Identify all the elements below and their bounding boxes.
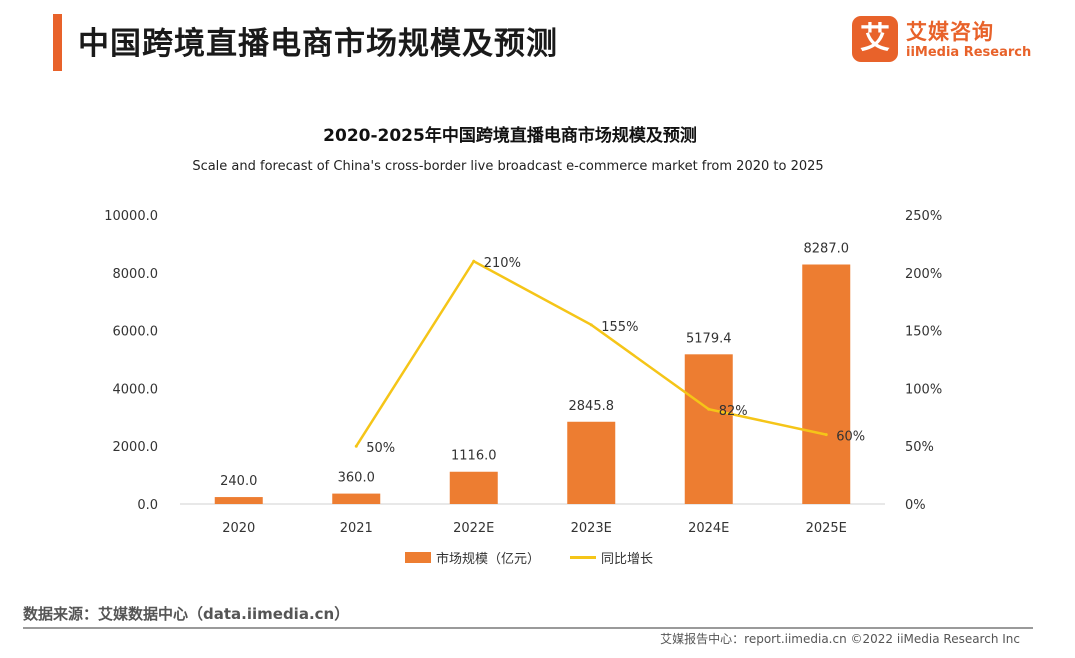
title-accent-bar bbox=[53, 14, 62, 71]
growth-point-2022E bbox=[472, 259, 476, 263]
bar-2024E bbox=[684, 354, 733, 504]
x-tick-label: 2020 bbox=[222, 521, 255, 536]
logo-subtitle: iiMedia Research bbox=[906, 45, 1032, 60]
y-left-tick-label: 10000.0 bbox=[104, 209, 158, 224]
bar-data-label: 240.0 bbox=[220, 474, 257, 489]
growth-data-label: 50% bbox=[366, 441, 395, 456]
footer-divider bbox=[23, 627, 1033, 629]
legend-swatch-line bbox=[570, 556, 597, 559]
x-tick-label: 2024E bbox=[688, 521, 729, 536]
data-source: 数据来源：艾媒数据中心（data.iimedia.cn） bbox=[23, 605, 350, 623]
y-right-tick-label: 200% bbox=[905, 267, 942, 282]
y-right-tick-label: 50% bbox=[905, 440, 934, 455]
line-series: 50% 210% 155% 82% 60% bbox=[354, 256, 865, 456]
bar-2022E bbox=[449, 471, 498, 504]
chart-subtitle: Scale and forecast of China's cross-bord… bbox=[192, 159, 823, 174]
bar-data-label: 1116.0 bbox=[451, 449, 497, 464]
x-tick-label: 2025E bbox=[806, 521, 847, 536]
y-right-tick-label: 0% bbox=[905, 498, 926, 513]
y-left-tick-label: 4000.0 bbox=[113, 382, 159, 397]
bar-data-label: 2845.8 bbox=[569, 399, 615, 414]
legend-label-yoy-growth: 同比增长 bbox=[601, 552, 654, 567]
growth-line bbox=[355, 259, 827, 447]
bar-series: 240.0 360.0 1116.0 2845.8 5179.4 8287.0 bbox=[214, 242, 851, 504]
bar-2020 bbox=[214, 497, 263, 504]
growth-data-label: 155% bbox=[601, 320, 638, 335]
bar-2021 bbox=[332, 493, 381, 504]
x-tick-label: 2022E bbox=[453, 521, 494, 536]
x-tick-label: 2021 bbox=[340, 521, 373, 536]
y-left-tick-label: 2000.0 bbox=[113, 440, 159, 455]
chart-title: 2020-2025年中国跨境直播电商市场规模及预测 bbox=[323, 125, 697, 146]
x-axis-labels: 2020 2021 2022E 2023E 2024E 2025E bbox=[222, 521, 847, 536]
growth-data-label: 82% bbox=[719, 404, 748, 419]
iimedia-logo: 艾 艾媒咨询 iiMedia Research bbox=[852, 16, 1031, 66]
growth-point-2024E bbox=[707, 407, 711, 411]
y-axis-left: 0.0 2000.0 4000.0 6000.0 8000.0 10000.0 bbox=[104, 209, 158, 513]
y-right-tick-label: 150% bbox=[905, 325, 942, 340]
y-right-tick-label: 250% bbox=[905, 209, 942, 224]
bar-data-label: 360.0 bbox=[338, 471, 375, 486]
y-left-tick-label: 6000.0 bbox=[113, 325, 159, 340]
page-title: 中国跨境直播电商市场规模及预测 bbox=[78, 26, 558, 62]
chart-legend: 市场规模（亿元） 同比增长 bbox=[405, 548, 683, 567]
y-axis-right: 0% 50% 100% 150% 200% 250% bbox=[905, 209, 942, 513]
y-right-tick-label: 100% bbox=[905, 382, 942, 397]
legend-swatch-bar bbox=[405, 552, 431, 563]
y-left-tick-label: 0.0 bbox=[137, 498, 158, 513]
x-tick-label: 2023E bbox=[571, 521, 612, 536]
legend-item-market-scale: 市场规模（亿元） bbox=[405, 548, 540, 567]
growth-data-label: 60% bbox=[836, 430, 865, 445]
growth-point-2025E bbox=[824, 433, 828, 437]
growth-data-label: 210% bbox=[484, 256, 521, 271]
footer-text: 艾媒报告中心：report.iimedia.cn ©2022 iiMedia R… bbox=[660, 632, 1020, 646]
logo-mark-icon: 艾 bbox=[852, 16, 898, 62]
bar-2025E bbox=[802, 264, 851, 504]
bar-2023E bbox=[567, 421, 616, 504]
logo-name: 艾媒咨询 bbox=[906, 20, 994, 44]
market-scale-chart: 2020-2025年中国跨境直播电商市场规模及预测 Scale and fore… bbox=[104, 125, 942, 536]
bar-data-label: 5179.4 bbox=[686, 331, 732, 346]
legend-item-yoy-growth: 同比增长 bbox=[570, 548, 653, 567]
y-left-tick-label: 8000.0 bbox=[113, 267, 159, 282]
legend-label-market-scale: 市场规模（亿元） bbox=[436, 552, 541, 567]
growth-point-2023E bbox=[589, 323, 593, 327]
growth-point-2021 bbox=[354, 444, 358, 448]
bar-data-label: 8287.0 bbox=[804, 242, 850, 257]
